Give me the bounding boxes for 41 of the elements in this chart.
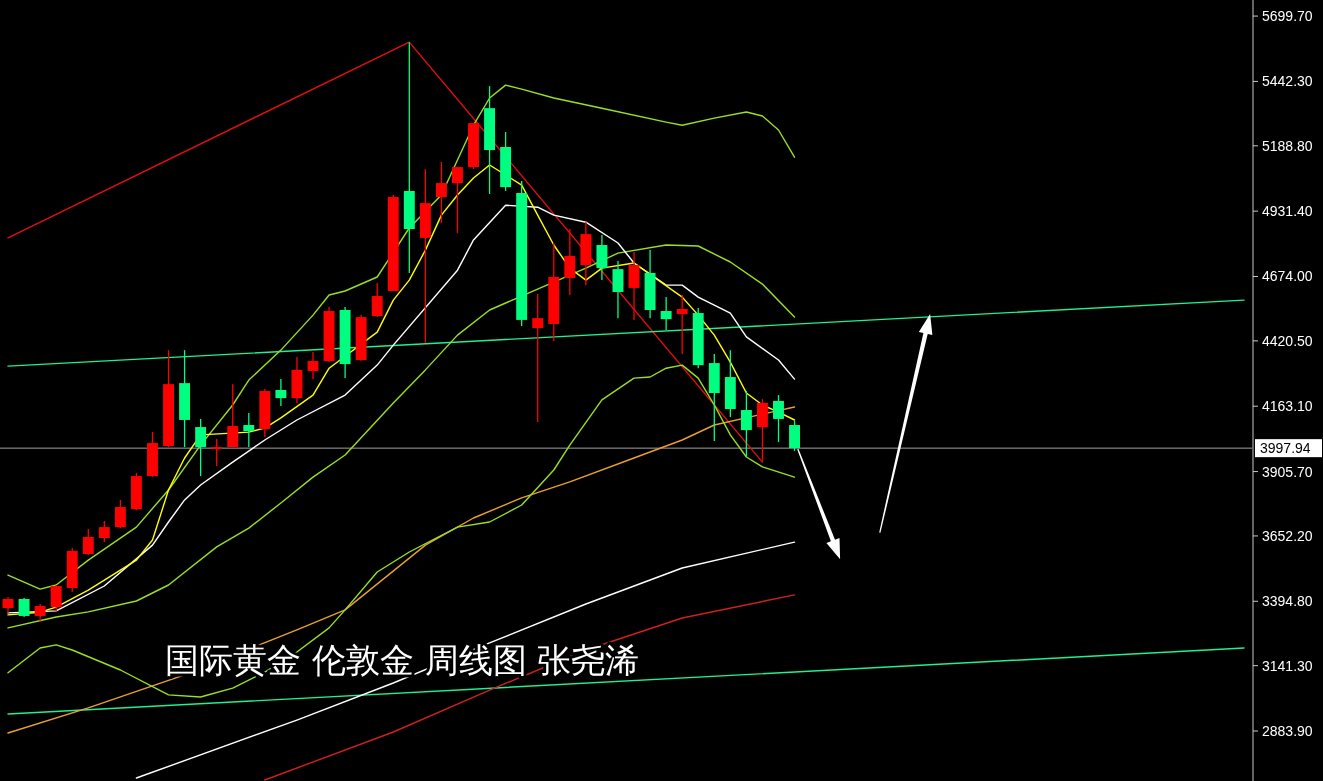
candlestick (275, 378, 287, 407)
candlestick (227, 383, 239, 448)
candlestick (114, 499, 126, 529)
candlestick (307, 351, 319, 380)
candlestick (740, 390, 752, 458)
candlestick (211, 438, 223, 467)
candlestick (773, 394, 784, 443)
y-tick-label: 5188.80 (1262, 137, 1313, 154)
y-tick-label: 3652.20 (1262, 527, 1313, 544)
line-series (135, 541, 796, 779)
y-tick-label: 4163.10 (1262, 398, 1313, 415)
y-tick-label: 5699.70 (1262, 8, 1313, 25)
candlestick (564, 228, 576, 296)
candlestick (789, 420, 800, 452)
candlestick (50, 584, 62, 612)
y-tick-label: 3905.70 (1262, 463, 1313, 480)
candlestick (34, 603, 46, 623)
candlestick (596, 234, 608, 281)
candlestick (676, 294, 688, 355)
candlestick (243, 412, 255, 448)
candlestick (82, 528, 94, 556)
candlestick (532, 293, 544, 423)
line-series (7, 364, 796, 698)
candlestick (660, 296, 672, 331)
y-tick-label: 3394.80 (1262, 593, 1313, 610)
candlestick (195, 418, 207, 477)
y-tick-label: 4931.40 (1262, 203, 1313, 220)
ref-line-label: 3997.94 (1260, 440, 1311, 457)
y-tick-label: 4420.50 (1262, 332, 1313, 349)
candlestick (371, 282, 383, 318)
y-tick-label: 4674.00 (1262, 268, 1313, 285)
candlestick (18, 597, 30, 618)
line-series (7, 406, 796, 734)
y-tick-label: 5442.30 (1262, 73, 1313, 90)
candlestick (628, 251, 640, 321)
candlestick (98, 520, 110, 543)
candlestick (435, 161, 447, 224)
candlestick (612, 260, 624, 319)
candlestick (452, 166, 463, 234)
y-tick-label: 3141.30 (1262, 657, 1313, 674)
y-tick-label: 2883.90 (1262, 723, 1313, 740)
